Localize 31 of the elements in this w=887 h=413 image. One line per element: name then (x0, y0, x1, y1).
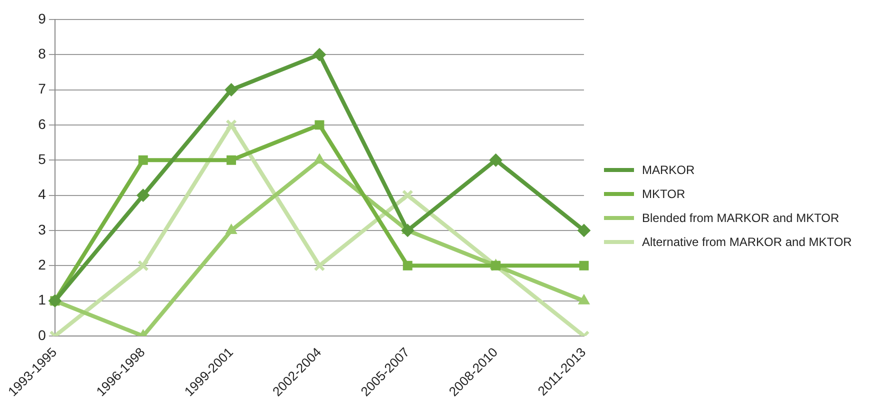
point (224, 83, 238, 96)
y-tick-label: 0 (38, 326, 46, 343)
point (401, 224, 414, 237)
y-tick-label: 1 (38, 292, 46, 308)
legend-label: MKTOR (642, 186, 686, 200)
point (314, 260, 326, 272)
y-tick-label: 9 (38, 10, 46, 26)
point (226, 224, 237, 234)
legend-label: MARKOR (642, 162, 695, 176)
y-tick-label: 2 (38, 256, 46, 273)
point (136, 188, 150, 202)
y-tick-label: 7 (38, 80, 46, 97)
point (402, 260, 412, 270)
point (314, 154, 326, 164)
point (137, 260, 149, 272)
y-tick-label: 5 (38, 150, 46, 167)
point (579, 260, 589, 270)
point (577, 224, 590, 237)
point (489, 154, 502, 167)
point (226, 155, 236, 165)
legend-label: Blended from MARKOR and MKTOR (642, 210, 840, 224)
point (138, 155, 148, 165)
point (578, 294, 590, 304)
point (402, 190, 414, 202)
y-tick-label: 3 (38, 221, 46, 238)
y-tick-label: 8 (38, 45, 46, 62)
y-tick-label: 6 (38, 116, 46, 132)
point (312, 48, 326, 62)
legend-label: Alternative from MARKOR and MKTOR (642, 234, 852, 248)
point (314, 120, 324, 130)
y-tick-label: 4 (38, 186, 46, 202)
